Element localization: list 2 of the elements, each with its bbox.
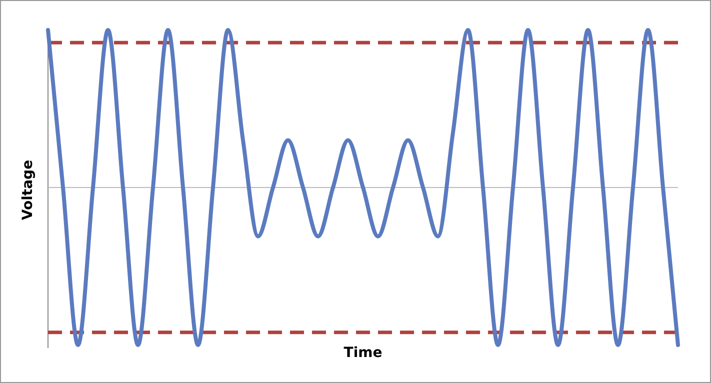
x-axis-title: Time bbox=[344, 345, 382, 361]
y-axis-title: Voltage bbox=[20, 160, 36, 220]
